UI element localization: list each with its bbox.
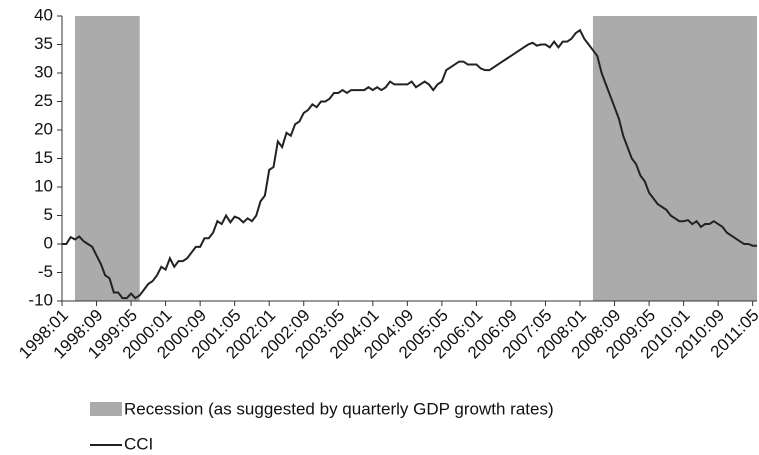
y-tick-label: -5 xyxy=(38,262,53,281)
recession-band xyxy=(74,16,140,301)
y-tick-label: 5 xyxy=(44,205,53,224)
legend-swatch xyxy=(90,402,122,416)
y-tick-label: 0 xyxy=(44,233,53,252)
y-tick-label: 30 xyxy=(34,62,53,81)
legend-label: Recession (as suggested by quarterly GDP… xyxy=(124,399,554,418)
y-tick-label: -10 xyxy=(28,290,53,309)
y-tick-label: 25 xyxy=(34,91,53,110)
y-tick-label: 40 xyxy=(34,5,53,24)
y-tick-label: 10 xyxy=(34,176,53,195)
y-tick-label: 15 xyxy=(34,148,53,167)
legend-label: CCI xyxy=(124,434,153,453)
cci-line xyxy=(62,28,757,300)
y-tick-label: 20 xyxy=(34,119,53,138)
recession-band xyxy=(592,16,757,301)
y-tick-label: 35 xyxy=(34,34,53,53)
